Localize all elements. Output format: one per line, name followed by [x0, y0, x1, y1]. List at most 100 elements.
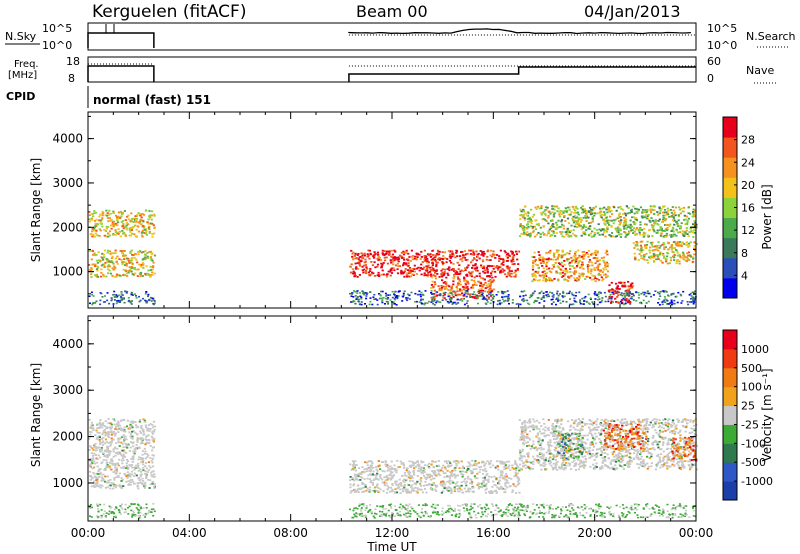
echo-cell	[93, 226, 96, 229]
echo-cell	[113, 299, 116, 301]
echo-cell	[132, 445, 135, 448]
echo-cell	[114, 464, 117, 467]
echo-cell	[567, 206, 570, 209]
echo-cell	[562, 224, 565, 227]
echo-cell	[456, 272, 459, 274]
echo-cell	[601, 271, 604, 273]
echo-cell	[552, 258, 555, 261]
echo-cell	[420, 471, 423, 474]
echo-cell	[664, 229, 667, 231]
echo-cell	[506, 256, 509, 259]
echo-cell	[416, 460, 419, 463]
echo-cell	[151, 461, 154, 464]
echo-cell	[148, 215, 151, 218]
echo-cell	[578, 224, 581, 226]
echo-cell	[505, 467, 508, 470]
echo-cell	[93, 452, 96, 455]
echo-cell	[693, 299, 696, 301]
echo-cell	[546, 268, 549, 271]
echo-cell	[444, 472, 447, 474]
echo-cell	[504, 251, 507, 254]
echo-cell	[570, 224, 573, 227]
echo-cell	[402, 271, 406, 274]
nsky-panel	[87, 22, 697, 51]
echo-cell	[405, 263, 408, 266]
echo-cell	[101, 214, 104, 217]
echo-cell	[117, 438, 120, 441]
echo-cell	[663, 299, 666, 301]
echo-cell	[127, 218, 130, 221]
echo-cell	[550, 271, 553, 273]
echo-cell	[110, 260, 113, 262]
echo-cell	[693, 301, 696, 303]
echo-cell	[688, 244, 691, 247]
echo-cell	[589, 228, 592, 230]
echo-cell	[145, 300, 148, 303]
echo-cell	[506, 300, 509, 302]
echo-cell	[93, 252, 96, 255]
echo-cell	[394, 250, 397, 253]
echo-cell	[376, 299, 379, 301]
echo-cell	[373, 251, 376, 253]
echo-cell	[364, 303, 366, 305]
echo-cell	[101, 210, 104, 213]
echo-cell	[487, 478, 490, 481]
echo-cell	[694, 220, 697, 222]
echo-cell	[555, 221, 558, 224]
echo-cell	[117, 299, 120, 302]
echo-cell	[408, 465, 411, 467]
echo-cell	[551, 205, 554, 207]
echo-cell	[429, 478, 432, 481]
echo-cell	[373, 486, 376, 489]
echo-cell	[522, 299, 525, 301]
echo-cell	[690, 227, 693, 230]
echo-cell	[88, 449, 91, 451]
echo-cell	[419, 468, 423, 471]
echo-cell	[364, 260, 367, 263]
echo-cell	[558, 426, 561, 429]
echo-cell	[88, 295, 91, 297]
echo-cell	[150, 214, 153, 217]
echo-cell	[490, 476, 493, 478]
echo-cell	[384, 463, 387, 466]
echo-cell	[612, 222, 615, 225]
echo-cell	[105, 275, 108, 278]
echo-cell	[591, 209, 594, 211]
echo-cell	[144, 484, 147, 487]
colorbar-band	[723, 157, 737, 178]
echo-cell	[103, 266, 106, 268]
echo-cell	[452, 296, 455, 298]
echo-cell	[501, 298, 504, 301]
echo-cell	[485, 487, 488, 490]
echo-cell	[141, 482, 144, 485]
echo-cell	[114, 266, 117, 269]
echo-cell	[380, 273, 383, 276]
echo-cell	[399, 492, 402, 494]
echo-cell	[89, 445, 92, 447]
echo-cell	[128, 262, 131, 264]
echo-cell	[665, 211, 668, 214]
echo-cell	[112, 471, 115, 473]
echo-cell	[463, 276, 466, 279]
echo-cell	[380, 266, 383, 269]
echo-cell	[436, 261, 439, 264]
echo-cell	[426, 267, 429, 270]
echo-cell	[145, 209, 148, 212]
echo-cell	[446, 488, 449, 490]
echo-cell	[145, 442, 148, 445]
echo-cell	[633, 230, 636, 233]
cpid-label: CPID	[6, 90, 35, 103]
echo-cell	[469, 463, 472, 466]
echo-cell	[137, 458, 140, 461]
echo-cell	[589, 211, 593, 214]
echo-cell	[127, 260, 131, 262]
echo-cell	[376, 251, 379, 254]
echo-cell	[550, 234, 553, 236]
echo-cell	[441, 272, 444, 274]
echo-cell	[531, 256, 534, 258]
echo-cell	[585, 220, 588, 222]
echo-cell	[115, 302, 118, 305]
echo-cell	[645, 302, 648, 304]
echo-cell	[614, 227, 618, 230]
echo-cell	[419, 299, 422, 302]
